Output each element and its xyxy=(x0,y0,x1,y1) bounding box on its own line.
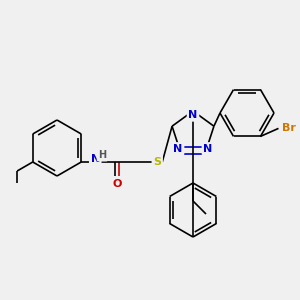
Text: N: N xyxy=(203,144,213,154)
Text: N: N xyxy=(173,144,183,154)
Text: N: N xyxy=(91,154,100,164)
Text: Br: Br xyxy=(282,123,296,134)
Text: H: H xyxy=(98,150,106,160)
Text: S: S xyxy=(153,157,161,167)
Text: N: N xyxy=(188,110,198,120)
Text: O: O xyxy=(112,179,122,189)
